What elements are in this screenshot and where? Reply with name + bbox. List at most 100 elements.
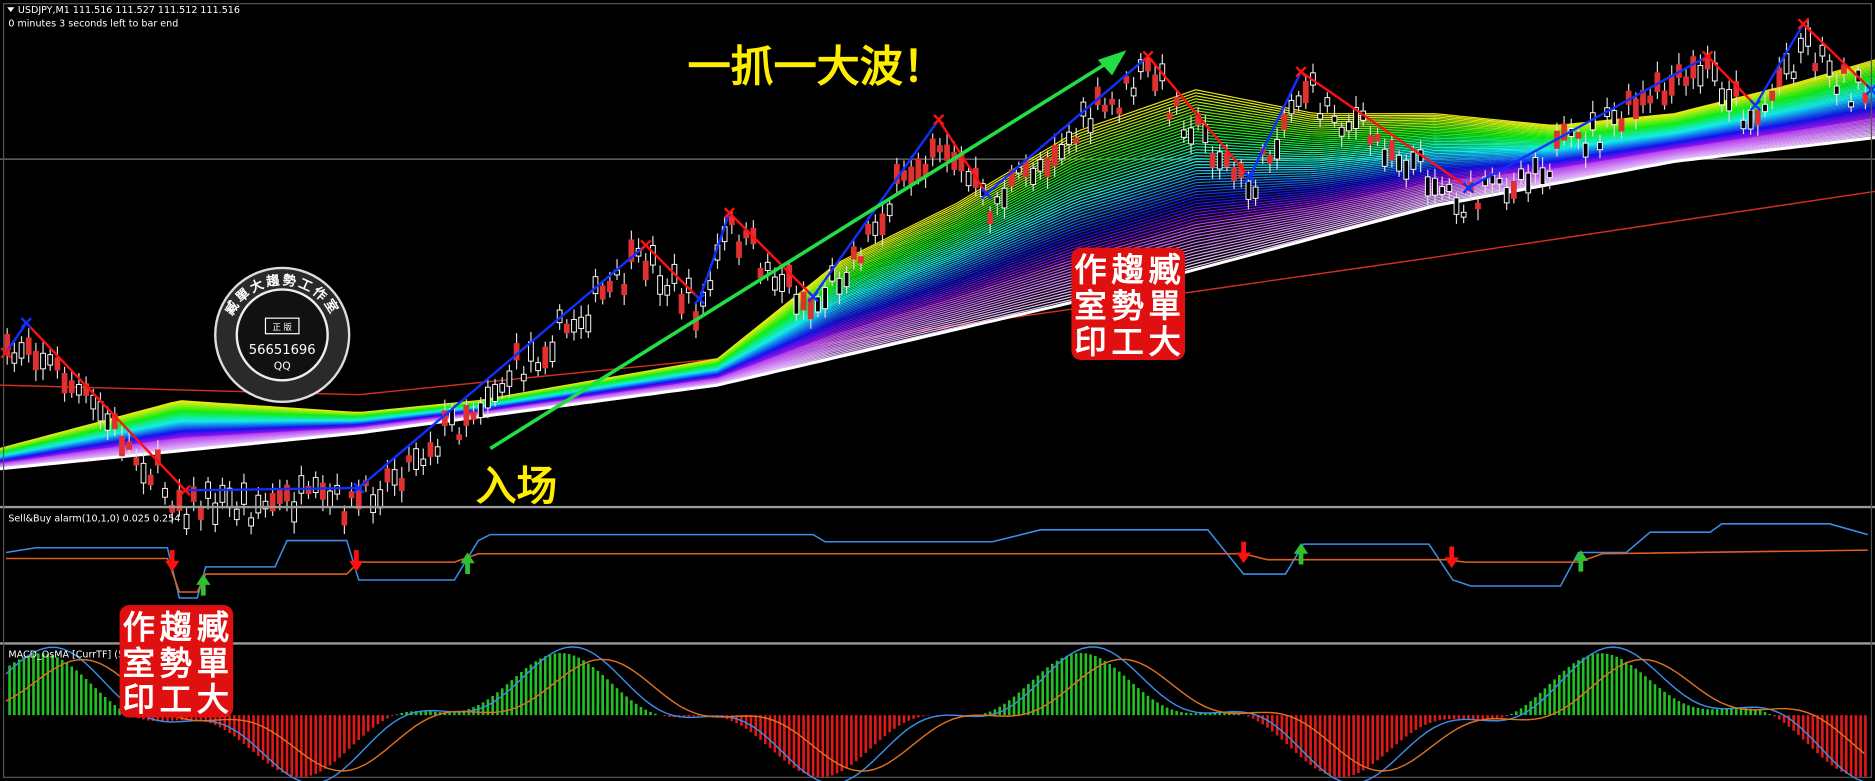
- candle-body: [492, 383, 498, 402]
- candle-body: [456, 434, 463, 441]
- seal-character: 室: [1074, 287, 1106, 325]
- seal-character: 單: [1149, 287, 1181, 325]
- candle-body: [1123, 75, 1130, 84]
- candle-body: [305, 486, 312, 495]
- candle-body: [1188, 127, 1194, 145]
- candle-body: [1317, 113, 1324, 120]
- seal-character: 工: [160, 680, 192, 718]
- candle-body: [571, 318, 577, 333]
- seal-character: 單: [197, 645, 229, 683]
- candle-body: [1539, 167, 1546, 185]
- candle-body: [1109, 98, 1115, 105]
- candle-body: [262, 500, 269, 510]
- qq-label: QQ: [274, 360, 291, 373]
- buy-arrow: [460, 552, 475, 575]
- candle-body: [176, 489, 183, 511]
- candle-body: [1525, 172, 1532, 194]
- candle-body: [599, 285, 606, 300]
- candle-body: [398, 477, 405, 492]
- candle-body: [1145, 59, 1151, 72]
- candle-body: [1345, 121, 1352, 132]
- candle-body: [707, 280, 714, 291]
- candle-body: [1331, 115, 1338, 123]
- swing-marker: [933, 114, 945, 126]
- seal-background: [1071, 247, 1186, 361]
- candle-body: [1001, 187, 1008, 209]
- seals: 作趨臧室勢單印工大作趨臧室勢單印工大: [119, 247, 1186, 718]
- candle-body: [1102, 104, 1108, 112]
- candle-body: [291, 501, 298, 523]
- seal-character: 印: [1074, 323, 1106, 361]
- candle-body: [843, 271, 850, 288]
- indicator-label: MACD_OsMA [CurrTF] (5: [8, 650, 124, 661]
- candle-body: [1180, 129, 1187, 138]
- alarm-upper: [5, 523, 1869, 599]
- zigzag-leg: [1706, 55, 1757, 107]
- alarm-panel: [5, 523, 1869, 599]
- candle-body: [1008, 169, 1015, 187]
- candle-body: [68, 380, 75, 394]
- candle-body: [1511, 180, 1517, 199]
- candle-body: [1697, 65, 1704, 87]
- candle-body: [334, 484, 341, 495]
- candle-body: [937, 145, 943, 153]
- seal-character: 作: [1074, 251, 1106, 289]
- candle-body: [97, 401, 104, 422]
- candle-body: [642, 260, 649, 281]
- candle-body: [413, 448, 420, 470]
- candle-body: [1690, 56, 1697, 79]
- zigzag-leg: [1248, 71, 1303, 178]
- candle-body: [1381, 148, 1388, 167]
- candle-body: [104, 413, 111, 431]
- candle-body: [736, 241, 742, 258]
- candle-body: [119, 435, 125, 457]
- candle-body: [1023, 160, 1029, 178]
- candle-body: [657, 275, 663, 295]
- candle-body: [1496, 178, 1503, 185]
- zigzag-leg: [1467, 55, 1709, 189]
- candle-body: [1216, 151, 1223, 170]
- candle-body: [1424, 176, 1431, 197]
- candle-body: [1353, 107, 1359, 129]
- badge-box: [264, 317, 300, 335]
- zigzag-leg: [698, 212, 731, 300]
- candle-body: [1252, 186, 1259, 199]
- candle-body: [1762, 103, 1768, 113]
- candle-body: [1087, 118, 1094, 134]
- menu-triangle[interactable]: [7, 7, 15, 13]
- swing-marker: [179, 484, 191, 496]
- candle-body: [284, 484, 290, 502]
- candle-body: [126, 441, 133, 450]
- candle-body: [1281, 113, 1288, 131]
- candle-body: [1374, 133, 1381, 142]
- candle-body: [563, 323, 570, 334]
- seal-character: 大: [1149, 323, 1181, 361]
- swing-marker: [20, 317, 32, 329]
- swing-marker: [1701, 50, 1714, 62]
- swing-marker: [1142, 50, 1154, 62]
- candle-body: [901, 170, 907, 181]
- candle-body: [678, 294, 685, 314]
- candle-body: [477, 402, 484, 418]
- candle-body: [319, 482, 326, 500]
- seal-character: 作: [123, 609, 155, 647]
- candle-body: [1848, 101, 1854, 108]
- bar-timer: 0 minutes 3 seconds left to bar end: [8, 18, 178, 29]
- candle-body: [549, 341, 556, 362]
- sell-arrow: [165, 550, 180, 572]
- candle-body: [1503, 187, 1510, 204]
- candle-body: [1812, 63, 1819, 72]
- candle-body: [1058, 144, 1065, 160]
- candle-body: [1453, 197, 1460, 215]
- zigzag-leg: [1300, 70, 1470, 189]
- zigzag-leg: [357, 244, 647, 489]
- zigzag-leg: [985, 55, 1149, 195]
- candle-body: [276, 489, 283, 504]
- candle-body: [162, 487, 168, 498]
- candle-body: [1647, 95, 1654, 104]
- candle-body: [370, 494, 376, 514]
- candle-body: [434, 446, 441, 457]
- candle-body: [1446, 183, 1453, 193]
- candle-body: [1790, 71, 1797, 79]
- candle-body: [1209, 152, 1216, 168]
